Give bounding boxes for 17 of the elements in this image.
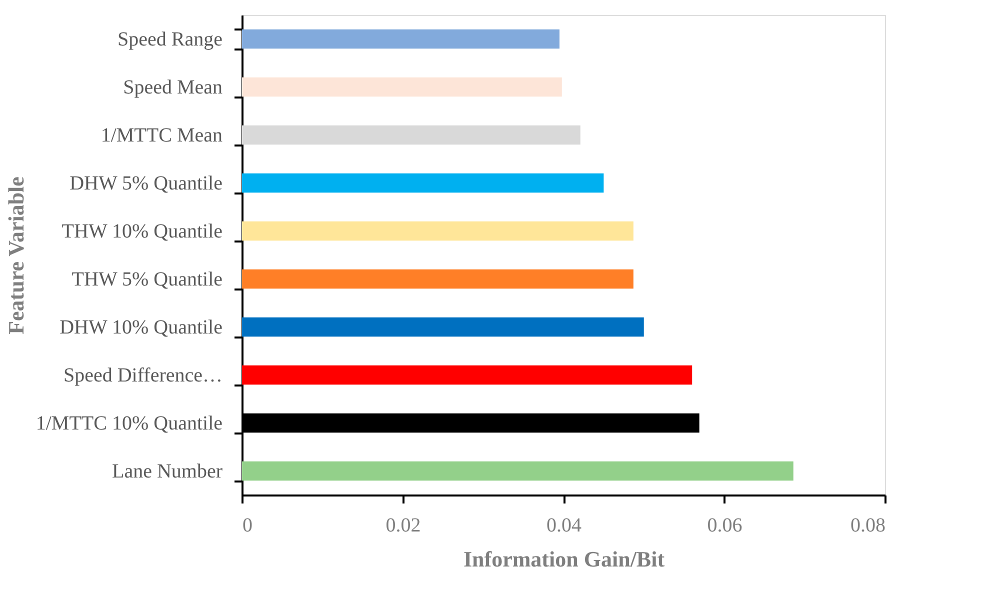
- y-tick-label: 1/MTTC 10% Quantile: [36, 412, 223, 434]
- x-axis-title: Information Gain/Bit: [463, 546, 666, 572]
- x-tick-label: 0.06: [707, 514, 742, 536]
- y-tick-label: 1/MTTC Mean: [100, 124, 222, 146]
- x-tick-label: 0.04: [546, 514, 582, 536]
- y-tick-label: Lane Number: [112, 460, 223, 482]
- y-tick-label: THW 5% Quantile: [72, 268, 223, 290]
- x-tick-label: 0.08: [850, 514, 886, 536]
- y-axis-title: Feature Variable: [4, 176, 28, 334]
- y-tick-label: Speed Mean: [123, 76, 222, 98]
- y-tick-label: DHW 5% Quantile: [70, 172, 223, 194]
- y-tick-label: Speed Difference…: [63, 364, 222, 386]
- y-tick-label: THW 10% Quantile: [62, 220, 223, 242]
- x-tick-label: 0: [242, 514, 252, 536]
- y-tick-label: DHW 10% Quantile: [60, 316, 223, 338]
- x-tick-label: 0.02: [386, 514, 421, 536]
- y-tick-label: Speed Range: [118, 28, 223, 50]
